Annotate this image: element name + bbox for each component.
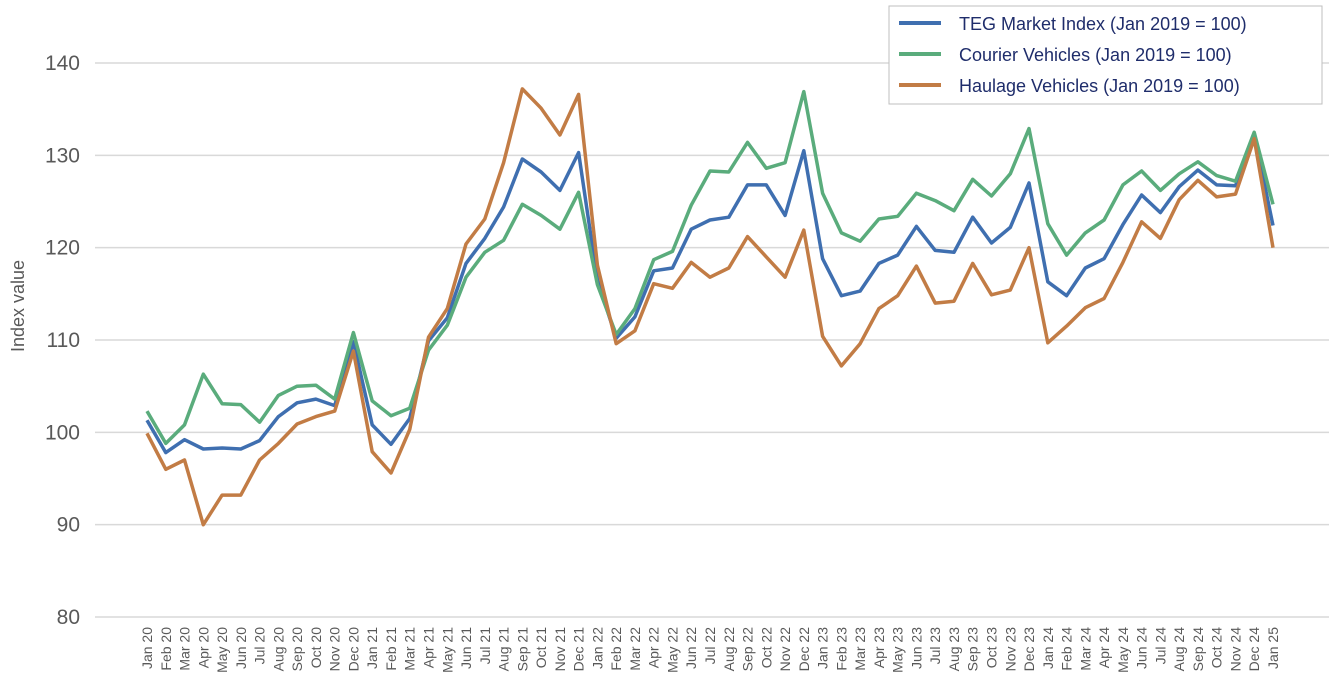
x-tick-label: Nov 20 bbox=[327, 627, 343, 672]
x-tick-label: Sep 22 bbox=[740, 627, 756, 672]
x-tick-label: Feb 22 bbox=[608, 627, 624, 671]
x-tick-label: May 22 bbox=[664, 627, 680, 673]
x-tick-label: Jun 20 bbox=[233, 627, 249, 669]
x-tick-label: Dec 22 bbox=[796, 627, 812, 672]
x-tick-label: Jun 21 bbox=[458, 627, 474, 669]
x-tick-label: Feb 21 bbox=[383, 627, 399, 671]
x-tick-label: Oct 21 bbox=[533, 627, 549, 668]
y-tick-label: 100 bbox=[45, 421, 80, 444]
x-tick-label: Dec 21 bbox=[571, 627, 587, 672]
x-tick-label: Oct 20 bbox=[308, 627, 324, 668]
x-tick-label: Sep 24 bbox=[1190, 627, 1206, 672]
x-tick-label: Dec 23 bbox=[1021, 627, 1037, 672]
x-tick-label: Jul 23 bbox=[927, 627, 943, 665]
y-tick-label: 130 bbox=[45, 144, 80, 167]
x-tick-label: Jun 22 bbox=[683, 627, 699, 669]
x-tick-label: Sep 21 bbox=[514, 627, 530, 672]
x-tick-label: Jun 23 bbox=[908, 627, 924, 669]
series-line bbox=[145, 87, 1275, 527]
x-tick-label: Aug 23 bbox=[946, 627, 962, 672]
legend-box bbox=[888, 5, 1323, 105]
x-tick-label: Nov 23 bbox=[1002, 627, 1018, 672]
x-tick-label: May 23 bbox=[890, 627, 906, 673]
x-tick-label: Mar 21 bbox=[402, 627, 418, 671]
x-tick-label: Jan 24 bbox=[1040, 627, 1056, 669]
x-tick-label: Apr 22 bbox=[646, 627, 662, 668]
x-tick-label: Oct 24 bbox=[1209, 627, 1225, 668]
x-tick-label: Jan 22 bbox=[589, 627, 605, 669]
y-tick-label: 110 bbox=[47, 329, 80, 352]
x-tick-label: Sep 20 bbox=[289, 627, 305, 672]
x-tick-label: Aug 22 bbox=[721, 627, 737, 672]
x-tick-label: Aug 24 bbox=[1171, 627, 1187, 672]
x-tick-label: Jan 20 bbox=[139, 627, 155, 669]
x-tick-label: Apr 21 bbox=[421, 627, 437, 668]
x-tick-label: Apr 20 bbox=[195, 627, 211, 668]
x-tick-label: Sep 23 bbox=[965, 627, 981, 672]
x-tick-label: Jul 22 bbox=[702, 627, 718, 665]
x-tick-label: Aug 20 bbox=[270, 627, 286, 672]
x-tick-label: Jul 21 bbox=[477, 627, 493, 665]
x-tick-label: Dec 20 bbox=[345, 627, 361, 672]
x-tick-label: May 21 bbox=[439, 627, 455, 673]
x-tick-label: Aug 21 bbox=[496, 627, 512, 672]
x-tick-label: Jun 24 bbox=[1134, 627, 1150, 669]
x-tick-label: Mar 24 bbox=[1077, 627, 1093, 671]
x-tick-label: Feb 20 bbox=[158, 627, 174, 671]
x-tick-label: Mar 23 bbox=[852, 627, 868, 671]
x-tick-label: May 20 bbox=[214, 627, 230, 673]
y-axis-label: Index value bbox=[8, 260, 28, 352]
y-tick-label: 140 bbox=[45, 52, 80, 75]
legend-label: TEG Market Index (Jan 2019 = 100) bbox=[959, 14, 1247, 34]
x-tick-label: Jul 20 bbox=[252, 627, 268, 665]
x-tick-label: Mar 22 bbox=[627, 627, 643, 671]
x-tick-label: Jan 23 bbox=[815, 627, 831, 669]
x-tick-label: Nov 21 bbox=[552, 627, 568, 672]
x-tick-label: Jul 24 bbox=[1152, 627, 1168, 665]
y-tick-label: 90 bbox=[57, 514, 80, 537]
x-tick-label: Feb 23 bbox=[833, 627, 849, 671]
x-tick-label: Apr 23 bbox=[871, 627, 887, 668]
legend-label: Haulage Vehicles (Jan 2019 = 100) bbox=[959, 76, 1240, 96]
y-tick-label: 120 bbox=[45, 237, 80, 260]
x-tick-label: Mar 20 bbox=[177, 627, 193, 671]
x-tick-label: Nov 24 bbox=[1227, 627, 1243, 672]
x-tick-label: Jan 21 bbox=[364, 627, 380, 669]
x-tick-label: Feb 24 bbox=[1059, 627, 1075, 671]
x-tick-label: Nov 22 bbox=[777, 627, 793, 672]
legend-label: Courier Vehicles (Jan 2019 = 100) bbox=[959, 45, 1232, 65]
x-tick-label: Dec 24 bbox=[1246, 627, 1262, 672]
series-line bbox=[145, 89, 1275, 446]
x-tick-label: Apr 24 bbox=[1096, 627, 1112, 668]
x-tick-label: Jan 25 bbox=[1265, 627, 1281, 669]
series-line bbox=[145, 132, 1275, 455]
x-tick-label: Oct 22 bbox=[758, 627, 774, 668]
y-tick-label: 80 bbox=[57, 606, 80, 629]
x-tick-label: Oct 23 bbox=[984, 627, 1000, 668]
x-tick-label: May 24 bbox=[1115, 627, 1131, 673]
